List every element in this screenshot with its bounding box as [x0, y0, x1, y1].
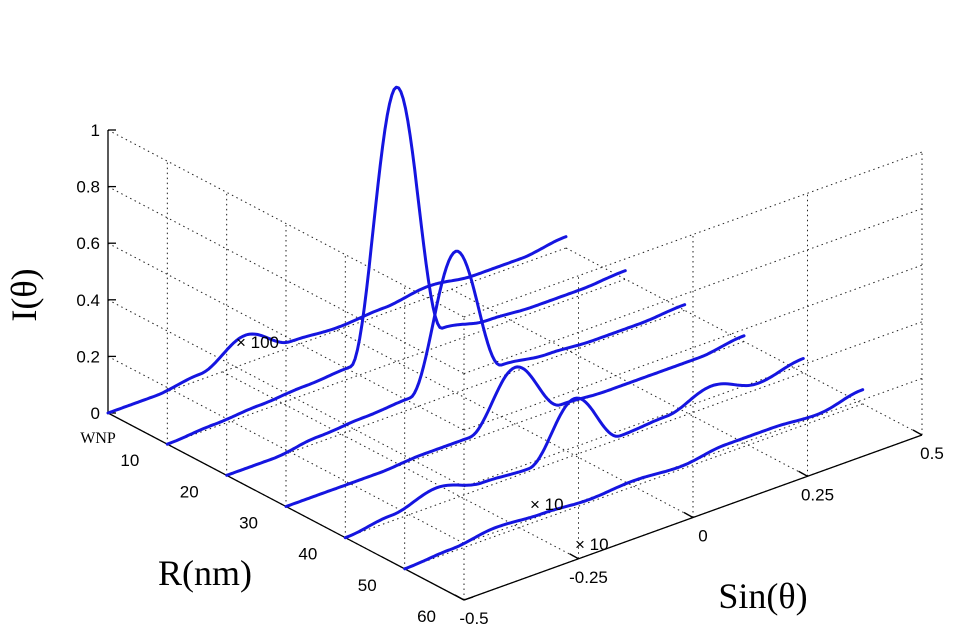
- r-tick-label-0: WNP: [80, 430, 116, 447]
- sin-tick-label-3: 0.25: [801, 485, 834, 504]
- r-tick-label-5: 50: [358, 576, 377, 595]
- z-tick-label-1: 0.2: [76, 347, 100, 366]
- sin-tick-3: [798, 470, 808, 477]
- annotation-x10-r50: × 10: [575, 535, 609, 554]
- trace-r-50: [403, 388, 865, 571]
- annotation-x10-r40: × 10: [530, 495, 564, 514]
- grid-floor-r-0: [107, 247, 567, 414]
- r-tick-label-6: 60: [417, 607, 436, 626]
- z-tick-label-2: 0.4: [76, 291, 100, 310]
- x-axis-label: Sin(θ): [718, 576, 807, 616]
- trace-layer: [106, 85, 865, 571]
- sin-tick-label-4: 0.5: [920, 444, 944, 463]
- sin-tick-label-1: -0.25: [569, 568, 608, 587]
- sin-tick-2: [683, 511, 694, 519]
- annotation-x100: × 100: [236, 333, 279, 352]
- grid-back-horizontal-5: [463, 151, 923, 318]
- grid-back-horizontal-3: [463, 264, 923, 431]
- grid-floor-r-5: [404, 403, 863, 570]
- sin-tick-1: [569, 553, 579, 560]
- grid-floor-sin-2: [336, 330, 694, 518]
- grid-floor-r-4: [345, 372, 804, 539]
- grid-back-horizontal-2: [463, 321, 923, 488]
- grid-layer: [107, 129, 923, 601]
- sin-tick-0: [454, 594, 465, 601]
- label-layer: I(θ) R(nm) Sin(θ) × 100 × 10 × 10: [4, 268, 808, 616]
- z-tick-label-0: 0: [91, 404, 100, 423]
- grid-floor-r-2: [226, 309, 685, 476]
- trace-r-40: [343, 357, 805, 540]
- sin-tick-label-0: -0.5: [459, 609, 488, 628]
- trace-r-10: [165, 85, 627, 446]
- grid-floor-sin-4: [565, 247, 923, 436]
- grid-left-horizontal-5: [107, 129, 465, 318]
- grid-floor-r-1: [167, 278, 626, 445]
- r-tick-label-3: 30: [239, 514, 258, 533]
- trace-r-WNP: [106, 235, 568, 415]
- trace-r-20: [225, 249, 687, 477]
- z-axis-label: I(θ): [4, 268, 44, 321]
- r-tick-label-1: 10: [120, 451, 139, 470]
- y-axis-label: R(nm): [158, 553, 252, 593]
- r-tick-6: [463, 596, 474, 601]
- z-tick-label-3: 0.6: [76, 234, 100, 253]
- sin-tick-label-2: 0: [698, 527, 707, 546]
- r-tick-label-4: 40: [298, 545, 317, 564]
- sin-tick-4: [912, 429, 923, 436]
- z-tick-label-5: 1: [91, 121, 100, 140]
- grid-left-horizontal-1: [107, 355, 465, 544]
- trace-r-30: [284, 334, 746, 508]
- grid-back-horizontal-4: [463, 208, 923, 375]
- z-tick-label-4: 0.8: [76, 178, 100, 197]
- r-tick-label-2: 20: [180, 482, 199, 501]
